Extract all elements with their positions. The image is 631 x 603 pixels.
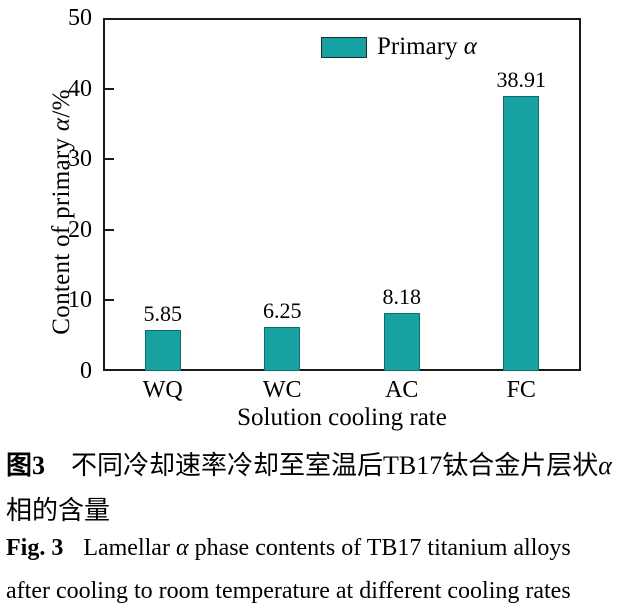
x-axis-title: Solution cooling rate bbox=[237, 404, 447, 431]
x-tick-label-AC: AC bbox=[385, 377, 419, 403]
caption-english-text: Lamellar bbox=[83, 535, 176, 561]
caption-chinese-text: 不同冷却速率冷却至室温后TB17钛合金片层状 bbox=[71, 451, 599, 480]
bar-WQ bbox=[144, 330, 181, 371]
alpha-symbol: α bbox=[48, 117, 75, 132]
y-tick-mark-40 bbox=[105, 87, 114, 90]
y-tick-label-10: 10 bbox=[68, 287, 92, 314]
value-label-WQ: 5.85 bbox=[143, 301, 183, 326]
plot-area bbox=[103, 18, 581, 371]
caption-english-text: phase contents of TB17 titanium alloys bbox=[188, 535, 571, 561]
y-tick-label-50: 50 bbox=[68, 5, 92, 31]
y-tick-label-30: 30 bbox=[68, 146, 92, 173]
x-tick-label-WQ: WQ bbox=[142, 377, 183, 403]
caption-chinese-line2: 相的含量 bbox=[6, 496, 111, 525]
x-tick-label-WC: WC bbox=[262, 377, 302, 403]
bar-FC bbox=[503, 96, 540, 371]
value-label-FC: 38.91 bbox=[496, 67, 547, 92]
y-tick-mark-20 bbox=[105, 228, 114, 231]
legend-swatch-primary-alpha bbox=[321, 36, 367, 58]
y-tick-mark-10 bbox=[105, 299, 114, 302]
legend: Primary α bbox=[321, 33, 477, 61]
bar-AC bbox=[383, 313, 420, 371]
alpha-symbol: α bbox=[598, 451, 612, 480]
y-tick-label-20: 20 bbox=[68, 216, 92, 243]
legend-label-text: Primary bbox=[377, 33, 464, 60]
y-tick-label-40: 40 bbox=[68, 75, 92, 102]
caption-english-line1: Fig. 3 Lamellar α phase contents of TB17 … bbox=[6, 527, 631, 570]
bar-WC bbox=[264, 327, 301, 371]
caption-english-line2: after cooling to room temperature at dif… bbox=[6, 578, 571, 603]
value-label-WC: 6.25 bbox=[263, 298, 302, 323]
alpha-symbol: α bbox=[463, 33, 477, 60]
legend-label: Primary α bbox=[377, 33, 477, 61]
y-tick-mark-30 bbox=[105, 158, 114, 161]
alpha-symbol: α bbox=[175, 535, 189, 561]
value-label-AC: 8.18 bbox=[382, 284, 422, 309]
caption-chinese-line1: 图3 不同冷却速率冷却至室温后TB17钛合金片层状α bbox=[6, 443, 631, 488]
caption-chinese: 图3 不同冷却速率冷却至室温后TB17钛合金片层状α 相的含量 bbox=[6, 443, 631, 533]
caption-english: Fig. 3 Lamellar α phase contents of TB17 … bbox=[6, 527, 631, 603]
y-tick-label-0: 0 bbox=[80, 358, 92, 384]
x-tick-label-FC: FC bbox=[506, 377, 536, 403]
figure-number-zh: 图3 bbox=[6, 451, 46, 480]
figure-number-en: Fig. 3 bbox=[6, 535, 64, 561]
